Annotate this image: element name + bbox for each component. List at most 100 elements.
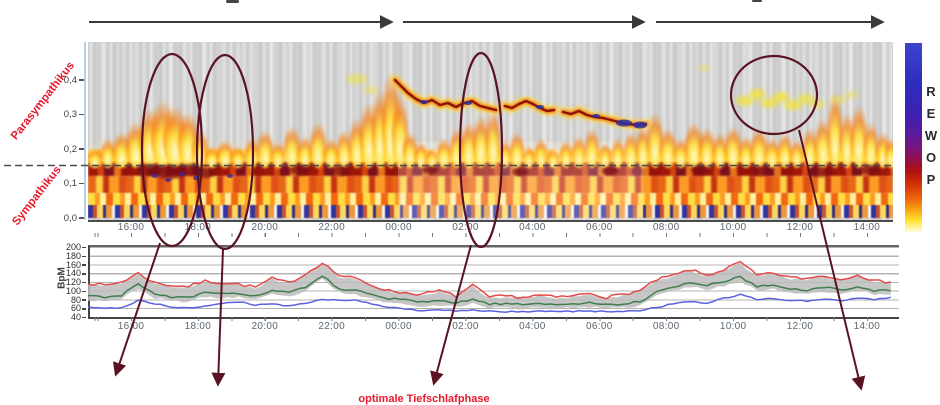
spectro-flame [791,140,803,168]
time-label: 10:00 [719,321,747,332]
trace-blue-blob [420,100,428,104]
spectro-flame [547,148,559,168]
y-tick: 0,1 [64,178,84,189]
spectro-flame [725,126,741,168]
y-tick: 0,0 [64,213,84,224]
trace-blue-blob [536,105,544,109]
spectro-flame [192,130,208,168]
spectro-flame [778,133,792,168]
time-label: 14:00 [853,222,881,233]
spectro-wisp [810,100,824,108]
spectro-flame [298,136,312,168]
spectro-flame [885,138,893,168]
spectro-flame [864,122,878,168]
time-label: 18:00 [184,321,212,332]
time-label: 16:00 [117,321,145,332]
y-tick: 160 [66,260,86,270]
spectro-flame [523,146,535,168]
spectro-flame [205,146,219,168]
y-tick: 60 [71,304,86,313]
time-label: 18:00 [184,222,212,233]
time-label: 12:00 [786,321,814,332]
y-tick: 0,4 [64,75,84,86]
deep-sleep-caption: optimale Tiefschlafphase [358,393,490,405]
spectrogram-features [88,64,893,182]
y-tick: 100 [66,286,86,296]
time-label: 08:00 [652,321,680,332]
band-blue-dot [152,174,158,178]
spectro-flame [310,122,326,168]
power-letter: E [926,106,936,121]
band-dark-blob [331,166,349,176]
spectro-wisp [830,96,846,104]
time-label: 16:00 [117,222,145,233]
spectro-flame [636,126,650,168]
spectro-flame [217,140,233,168]
power-letter: O [925,150,937,165]
y-tick: 140 [66,269,86,278]
time-label: 22:00 [318,321,345,332]
spectro-wisp [363,86,379,94]
y-tick: 0,3 [64,109,84,120]
time-label: 00:00 [385,222,412,233]
time-label: 02:00 [452,222,479,233]
y-tick: 0,2 [64,144,84,155]
band-dark-blob [691,165,709,175]
spectro-flame [535,138,547,168]
spectro-flame [624,132,638,168]
spectro-flame [486,110,500,168]
spectro-flame [231,146,245,168]
time-label: 04:00 [519,321,546,332]
band-dark-blob [751,166,769,176]
spectro-flame [647,112,663,168]
spectro-wisp [749,89,765,99]
trace-blue-blob [464,101,472,105]
spectro-flame [699,128,715,168]
spectro-flame [585,128,599,168]
sympathikus-label: Sympathikus [10,164,64,228]
power-letter: W [924,128,938,143]
spectro-flame [415,142,427,168]
spectro-flame [560,140,572,168]
spectro-flame [739,136,753,168]
trace-blue-blob [592,114,600,118]
spectro-flame [101,138,115,168]
spectro-flame [599,143,611,168]
band-dark-blob [861,165,879,175]
power-colorbar-label: R E W O P [923,84,939,187]
band-blue-dot [193,176,199,180]
spectro-wisp [773,92,789,102]
power-colorbar [905,43,922,232]
time-label: 12:00 [786,222,814,233]
spectrogram-left-edge [84,42,86,220]
time-label: 22:00 [318,222,345,233]
sleep-breathing-trace [503,99,556,113]
spectrogram-panel [88,42,893,222]
band-dark-blob [810,167,830,177]
spectro-flame [257,130,273,168]
spectro-flame [271,142,285,168]
spectro-flame [803,128,817,168]
spectro-wisp [697,64,711,72]
spectro-flame [437,138,451,168]
time-label: 10:00 [719,222,747,233]
spectro-flame [510,132,524,168]
y-tick: 80 [71,295,86,305]
time-label: 14:00 [853,321,881,332]
spectro-wisp [844,91,858,99]
spectro-flame [674,138,688,168]
y-tick: 40 [71,313,86,322]
spectro-flame [660,128,676,168]
trace-blue-blob [633,121,647,129]
trace-blue-blob [616,119,632,127]
time-label: 00:00 [385,321,412,332]
y-tick: 120 [66,278,86,287]
y-tick: 200 [66,243,86,252]
time-label: 08:00 [652,222,680,233]
band-dark-blob [512,168,528,176]
band-blue-dot [179,172,185,176]
spectro-flame [499,140,511,168]
power-letter: P [926,172,936,187]
hr-hour-ticks [88,317,894,321]
time-label: 06:00 [586,321,613,332]
